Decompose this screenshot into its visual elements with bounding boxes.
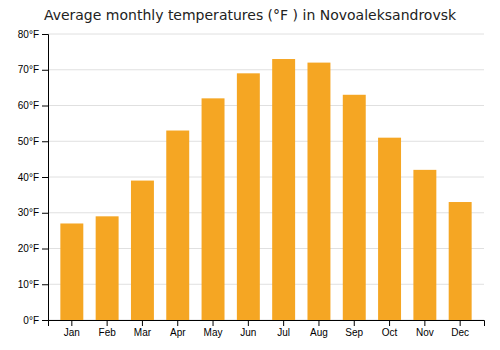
x-tick: Mar (134, 320, 152, 338)
x-tick-mark (213, 320, 214, 326)
x-tick: May (204, 320, 223, 338)
x-tick-mark (318, 320, 319, 326)
grid-line (48, 34, 484, 35)
grid-line (48, 69, 484, 70)
bar (272, 59, 295, 320)
y-tick-mark (42, 34, 48, 35)
bar (166, 131, 189, 320)
y-tick: 10°F (18, 279, 48, 290)
x-tick: Apr (170, 320, 186, 338)
bar (343, 95, 366, 320)
x-axis: Jan Feb Mar Apr May Jun Jul Aug Sep Oct Nov Dec (49, 320, 485, 338)
y-tick: 0°F (23, 315, 48, 326)
x-tick-label: Oct (382, 327, 398, 338)
title: Average monthly temperatures (°F ) in No… (44, 7, 457, 23)
y-tick: 30°F (18, 207, 48, 218)
bar (131, 181, 154, 320)
chart: Average monthly temperatures (°F ) in No… (0, 0, 500, 350)
grid-line (48, 141, 484, 142)
x-tick-mark (107, 320, 108, 326)
x-tick: Oct (382, 320, 398, 338)
y-tick: 40°F (18, 172, 48, 183)
x-tick-mark (460, 320, 461, 326)
x-tick-label: May (204, 327, 223, 338)
y-tick-label: 80°F (18, 29, 39, 40)
x-tick-label: Jun (240, 327, 256, 338)
y-tick-label: 0°F (23, 315, 39, 326)
y-tick: 70°F (18, 64, 48, 75)
y-tick: 20°F (18, 243, 48, 254)
x-tick: Jan (64, 320, 80, 338)
x-tick-label: Feb (99, 327, 117, 338)
x-tick-mark (177, 320, 178, 326)
bar (96, 216, 119, 320)
y-tick-label: 20°F (18, 243, 39, 254)
x-tick-label: Mar (134, 327, 152, 338)
bar (202, 98, 225, 320)
y-tick-mark (42, 106, 48, 107)
x-tick-mark (283, 320, 284, 326)
grid (48, 34, 484, 320)
x-tick-mark (142, 320, 143, 326)
y-tick-mark (42, 70, 48, 71)
y-tick-mark (42, 284, 48, 285)
bar (449, 202, 472, 320)
x-tick-label: Jul (277, 327, 290, 338)
x-tick-label: Jan (64, 327, 80, 338)
x-tick-mark (248, 320, 249, 326)
x-tick: Aug (310, 320, 328, 338)
x-tick: Nov (416, 320, 434, 338)
y-tick-label: 60°F (18, 100, 39, 111)
x-tick-label: Sep (345, 327, 363, 338)
x-tick: Feb (99, 320, 117, 338)
x-tick-mark (389, 320, 390, 326)
bars (60, 59, 471, 320)
x-tick: Jul (277, 320, 290, 338)
y-tick-mark (42, 249, 48, 250)
bar (237, 73, 260, 320)
y-tick-label: 70°F (18, 64, 39, 75)
bar (60, 223, 83, 320)
x-tick-mark (424, 320, 425, 326)
y-tick: 80°F (18, 29, 48, 40)
plot: 0°F 10°F 20°F 30°F 40°F 50°F 60°F 70°F 80°F Jan Fe… (18, 29, 485, 338)
x-tick: Sep (345, 320, 363, 338)
y-tick-label: 30°F (18, 207, 39, 218)
x-tick: Jun (240, 320, 256, 338)
y-axis-line (42, 35, 49, 321)
x-tick: Dec (451, 320, 469, 338)
x-tick-mark (71, 320, 72, 326)
x-tick-label: Dec (451, 327, 469, 338)
bar (307, 63, 330, 320)
bar (378, 138, 401, 320)
x-tick-label: Aug (310, 327, 328, 338)
y-tick-mark (42, 320, 48, 321)
x-axis-line (49, 321, 485, 327)
y-axis: 0°F 10°F 20°F 30°F 40°F 50°F 60°F 70°F 80°F (18, 29, 49, 326)
x-tick-label: Apr (170, 327, 186, 338)
y-tick-label: 40°F (18, 172, 39, 183)
bar (413, 170, 436, 320)
y-tick-label: 10°F (18, 279, 39, 290)
x-tick-mark (354, 320, 355, 326)
y-tick: 60°F (18, 100, 48, 111)
y-tick-label: 50°F (18, 136, 39, 147)
y-tick-mark (42, 141, 48, 142)
grid-line (48, 105, 484, 106)
y-tick: 50°F (18, 136, 48, 147)
y-tick-mark (42, 177, 48, 178)
y-tick-mark (42, 213, 48, 214)
x-tick-label: Nov (416, 327, 434, 338)
